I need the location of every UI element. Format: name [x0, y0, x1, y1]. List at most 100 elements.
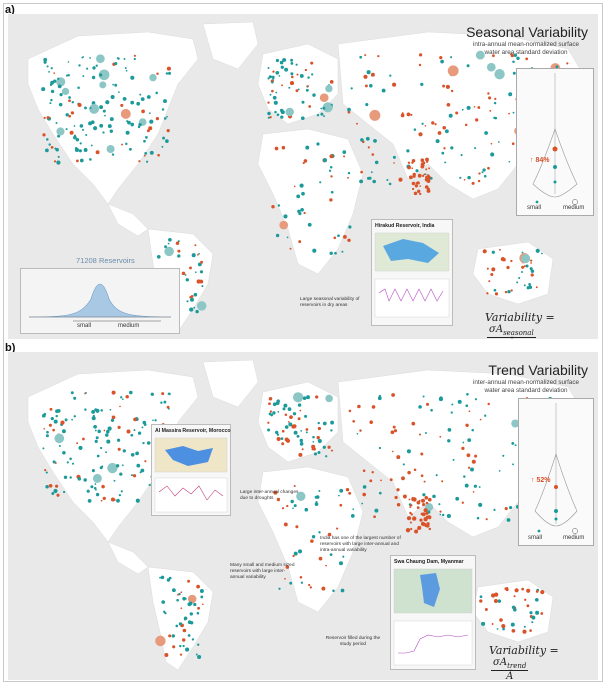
reservoir-dot: [297, 549, 303, 554]
reservoir-dot: [92, 473, 102, 483]
panel-a-subtitle: intra-annual mean-normalized surface wat…: [472, 41, 580, 56]
reservoir-dot: [156, 72, 159, 75]
reservoir-dot: [516, 281, 519, 284]
reservoir-dot: [86, 67, 89, 70]
reservoir-dot: [521, 251, 524, 254]
reservoir-dot: [422, 503, 426, 507]
reservoir-dot: [184, 274, 187, 276]
reservoir-dot: [142, 441, 145, 445]
reservoir-dot: [409, 521, 412, 524]
reservoir-dot: [428, 167, 431, 170]
reservoir-dot: [455, 496, 460, 501]
reservoir-dot: [43, 428, 45, 430]
reservoir-dot: [442, 126, 446, 130]
reservoir-dots-a: [41, 50, 569, 316]
reservoir-dot: [450, 89, 454, 93]
reservoir-dot: [352, 508, 355, 511]
reservoir-dot: [530, 269, 535, 273]
reservoir-dot: [422, 493, 426, 497]
reservoir-dot: [523, 265, 526, 268]
reservoir-dot: [67, 73, 70, 77]
reservoir-dot: [340, 588, 345, 593]
reservoir-dot: [348, 491, 352, 495]
reservoir-dot: [83, 478, 87, 482]
reservoir-dot: [94, 439, 98, 443]
reservoir-dot: [73, 396, 77, 400]
reservoir-dot: [290, 499, 294, 504]
reservoir-dot: [329, 80, 334, 84]
reservoir-dot: [410, 113, 413, 116]
reservoir-dot: [156, 254, 161, 259]
reservoir-dot: [79, 124, 84, 128]
reservoir-dot: [274, 110, 277, 114]
reservoir-dot: [272, 402, 277, 407]
reservoir-dot: [290, 75, 294, 79]
reservoir-dot: [420, 474, 424, 478]
reservoir-dot: [317, 438, 322, 444]
reservoir-dot: [300, 581, 304, 584]
violin-b-small-label: small: [528, 535, 543, 541]
reservoir-dot: [107, 124, 112, 129]
reservoir-dot: [268, 397, 273, 401]
reservoir-dot: [329, 198, 333, 202]
reservoir-dot: [366, 70, 371, 75]
reservoir-dot: [529, 611, 533, 615]
reservoir-dot: [284, 425, 289, 429]
reservoir-dot: [311, 535, 316, 539]
reservoir-dot: [439, 510, 442, 513]
reservoir-dot: [168, 407, 170, 410]
reservoir-dot: [535, 610, 540, 615]
reservoir-dot: [400, 113, 405, 118]
reservoir-dot: [166, 66, 171, 71]
reservoir-dot: [312, 248, 317, 253]
reservoir-dot: [187, 579, 191, 583]
reservoir-dot: [109, 129, 113, 133]
reservoir-dot: [371, 470, 374, 474]
reservoir-dot: [425, 511, 429, 515]
reservoir-dot: [130, 122, 135, 127]
reservoir-dot: [166, 405, 170, 409]
reservoir-dot: [494, 69, 505, 80]
reservoir-dot: [154, 419, 157, 422]
reservoir-dot: [425, 168, 428, 171]
reservoir-dot: [322, 102, 333, 113]
reservoir-dot: [191, 638, 195, 641]
reservoir-dot: [54, 433, 65, 444]
reservoir-dot: [289, 247, 292, 250]
reservoir-dot: [373, 138, 377, 143]
reservoir-dot: [268, 75, 272, 79]
reservoir-dot: [327, 445, 331, 449]
reservoir-dot: [135, 498, 140, 503]
reservoir-dot: [291, 424, 296, 429]
reservoir-dot: [86, 489, 90, 493]
reservoir-dot: [122, 97, 127, 101]
reservoir-dot: [406, 149, 410, 153]
reservoir-dot: [199, 589, 204, 593]
reservoir-dot: [293, 484, 296, 488]
reservoir-dot: [85, 133, 88, 137]
reservoir-dot: [522, 629, 527, 634]
reservoir-dot: [102, 109, 106, 113]
reservoir-dot: [482, 168, 486, 172]
reservoir-dot: [461, 108, 464, 111]
reservoir-dot: [144, 152, 148, 155]
reservoir-dot: [361, 502, 364, 505]
reservoir-dot: [52, 428, 55, 432]
swa-chaung-title: Swa Chaung Dam, Myanmar: [394, 559, 464, 565]
formula-a: Variability = σAseasonal Ā: [485, 311, 598, 339]
reservoir-dot: [513, 595, 516, 598]
reservoir-dot: [187, 634, 191, 637]
reservoir-dot: [508, 112, 510, 115]
reservoir-dot: [132, 474, 137, 478]
reservoir-dot: [199, 270, 204, 274]
reservoir-dot: [294, 432, 296, 434]
reservoir-dot: [292, 412, 297, 416]
reservoir-dot: [143, 139, 146, 143]
reservoir-dot: [191, 253, 196, 258]
reservoir-dot: [521, 265, 525, 269]
reservoir-dot: [424, 432, 427, 434]
panel-b-title: Trend Variability: [488, 362, 588, 378]
reservoir-dot: [62, 490, 66, 494]
reservoir-dot: [314, 502, 319, 506]
reservoir-dot: [425, 157, 429, 162]
